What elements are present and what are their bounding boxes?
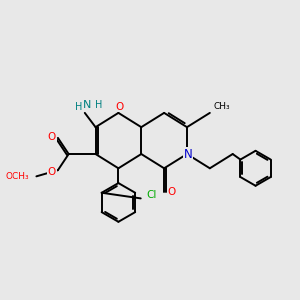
Text: N: N: [83, 100, 92, 110]
Text: O: O: [116, 102, 124, 112]
Text: H: H: [75, 102, 82, 112]
Text: O: O: [48, 167, 56, 176]
Text: H: H: [95, 100, 103, 110]
Text: CH₃: CH₃: [214, 102, 230, 111]
Text: O: O: [167, 187, 176, 197]
Text: N: N: [184, 148, 193, 161]
Text: O: O: [48, 132, 56, 142]
Text: OCH₃: OCH₃: [5, 172, 29, 182]
Text: Cl: Cl: [147, 190, 157, 200]
